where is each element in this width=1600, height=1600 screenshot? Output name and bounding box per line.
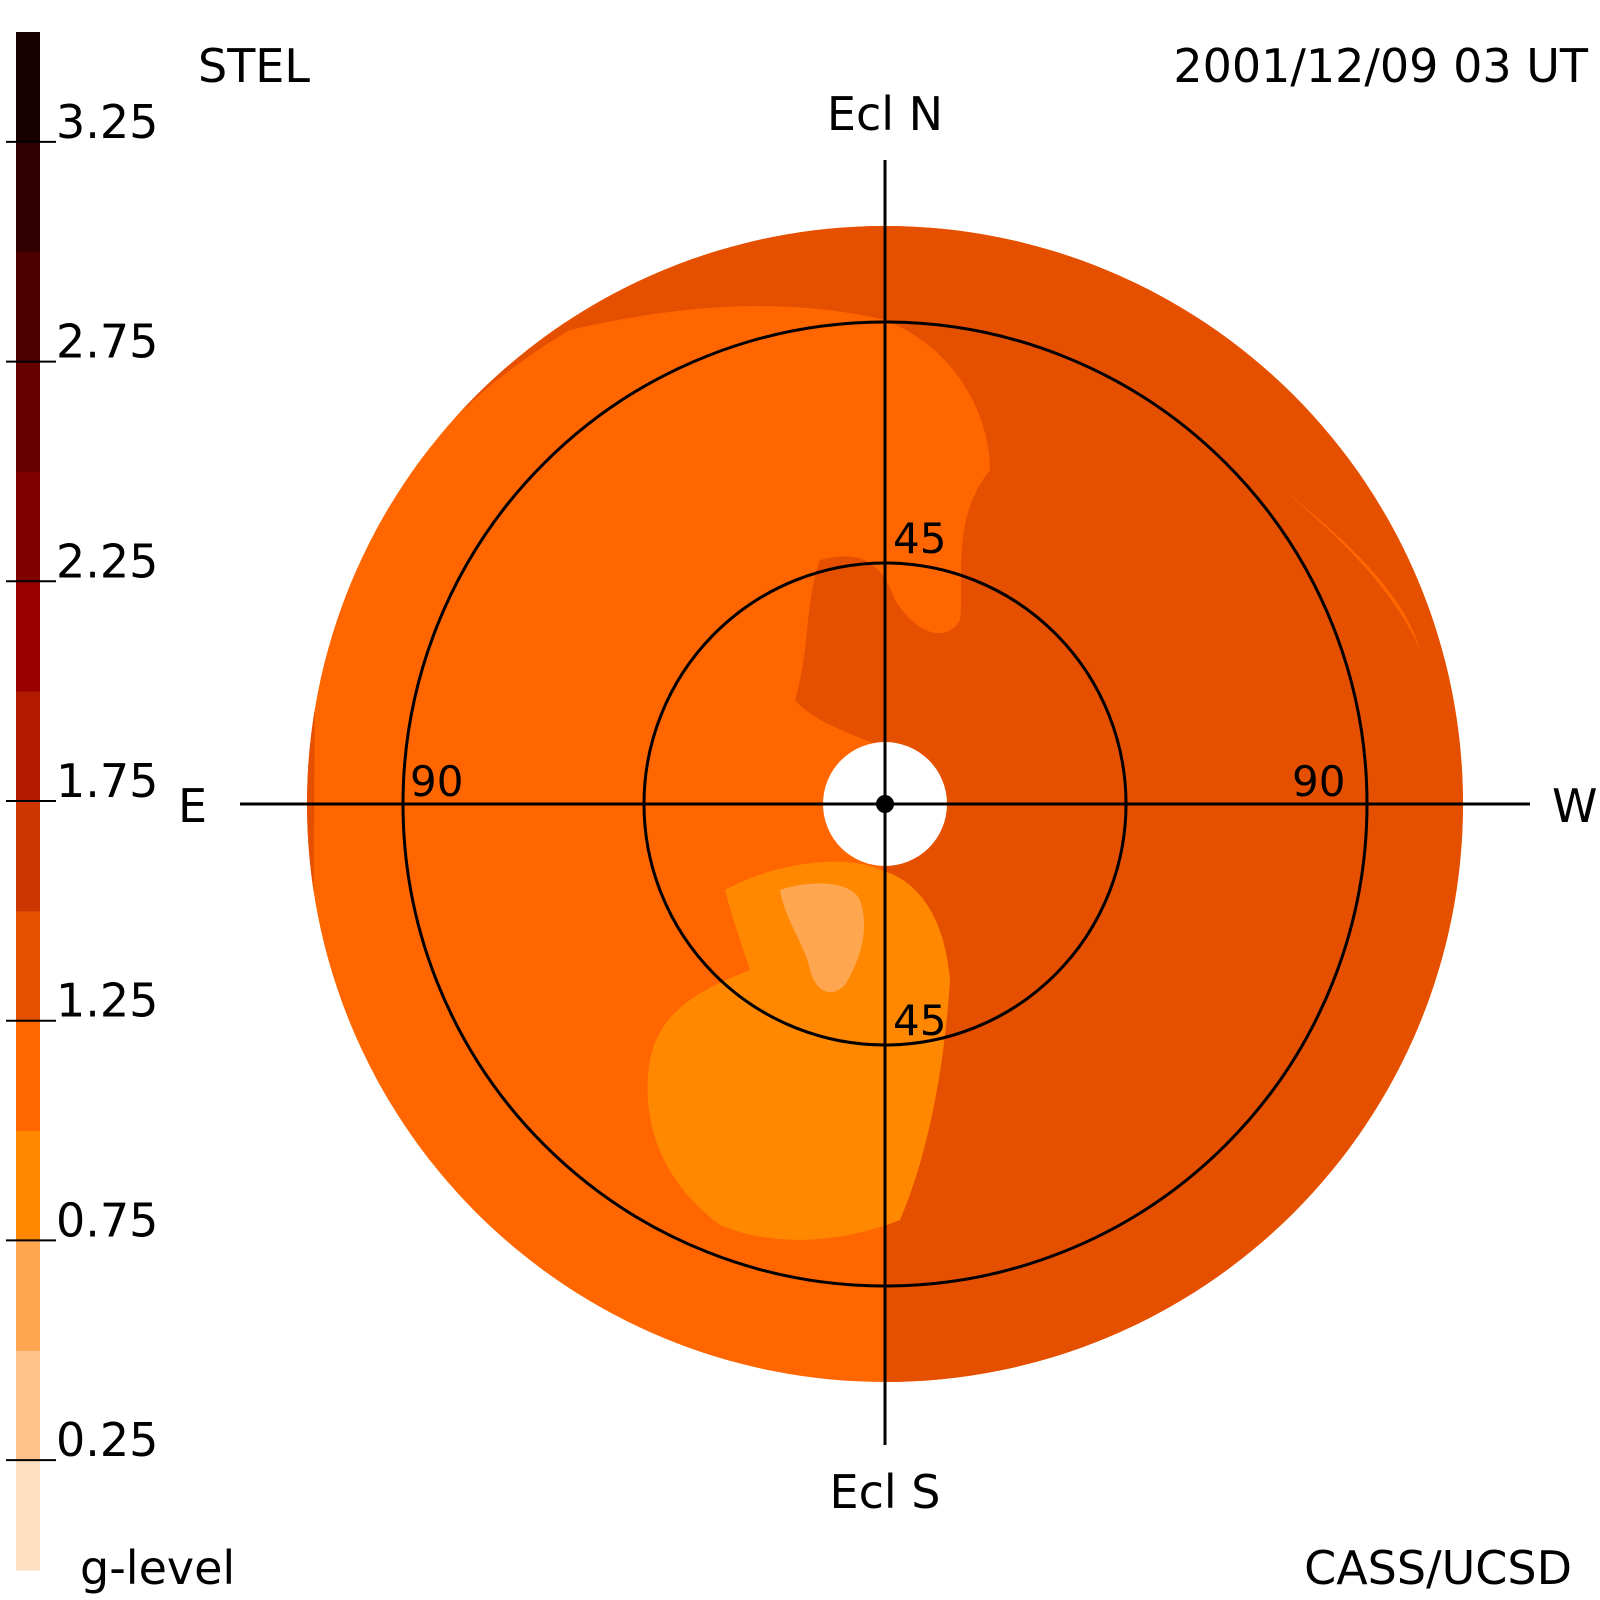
colorbar-bin-9 bbox=[16, 471, 40, 582]
region-south-core bbox=[780, 883, 865, 993]
colorbar-tick-label-6: 3.25 bbox=[56, 95, 158, 149]
label-east: E bbox=[178, 779, 207, 833]
region-north-enhancement bbox=[795, 454, 1420, 770]
colorbar-tick-label-3: 1.75 bbox=[56, 754, 158, 808]
colorbar-bin-8 bbox=[16, 581, 40, 692]
colorbar-bin-12 bbox=[16, 141, 40, 253]
colorbar-bin-3 bbox=[16, 1130, 40, 1241]
ring-label-outer-left: 90 bbox=[410, 757, 463, 806]
colorbar-bin-11 bbox=[16, 251, 40, 363]
timestamp-label: 2001/12/09 03 UT bbox=[1173, 39, 1589, 93]
colorbar-bin-2 bbox=[16, 1240, 40, 1351]
colorbar-bin-13 bbox=[16, 32, 40, 143]
colorbar-tick-label-2: 1.25 bbox=[56, 974, 158, 1028]
ring-label-outer-right: 90 bbox=[1292, 757, 1345, 806]
region-south-depletion bbox=[647, 861, 950, 1240]
colorbar-bin-6 bbox=[16, 801, 40, 912]
ring-label-inner-top: 45 bbox=[893, 514, 946, 563]
ring-label-inner-bottom: 45 bbox=[893, 996, 946, 1045]
colorbar-title: g-level bbox=[80, 1541, 235, 1595]
colorbar-tick-label-4: 2.25 bbox=[56, 534, 158, 588]
region-west-patch bbox=[1320, 895, 1430, 1025]
colorbar-tick-label-1: 0.75 bbox=[56, 1193, 158, 1247]
credit-label: CASS/UCSD bbox=[1304, 1541, 1572, 1595]
colorbar-ticks: 0.25 0.75 1.25 1.75 2.25 2.75 3.25 bbox=[6, 95, 158, 1467]
colorbar-bin-0 bbox=[16, 1460, 40, 1571]
label-ecl-south: Ecl S bbox=[830, 1465, 941, 1519]
colorbar-bin-4 bbox=[16, 1020, 40, 1132]
colorbar bbox=[16, 32, 40, 1571]
instrument-label: STEL bbox=[198, 39, 310, 93]
colorbar-bin-5 bbox=[16, 910, 40, 1022]
label-west: W bbox=[1552, 779, 1597, 833]
colorbar-tick-label-5: 2.75 bbox=[56, 315, 158, 369]
label-ecl-north: Ecl N bbox=[827, 87, 943, 141]
colorbar-bin-10 bbox=[16, 361, 40, 472]
colorbar-tick-label-0: 0.25 bbox=[56, 1413, 158, 1467]
colorbar-bin-7 bbox=[16, 691, 40, 802]
colorbar-bin-1 bbox=[16, 1350, 40, 1461]
